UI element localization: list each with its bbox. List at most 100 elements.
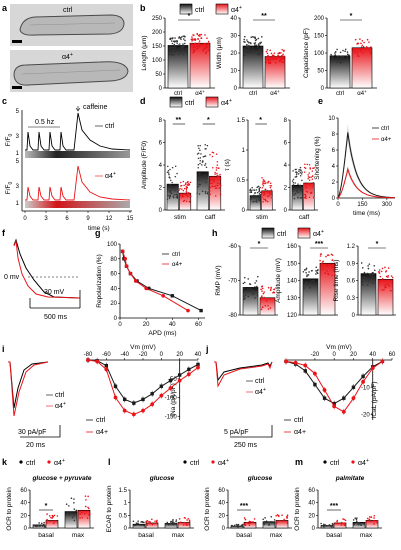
b2-point-1-21: [356, 42, 359, 45]
b1-point-0-44: [248, 45, 250, 48]
m3-point-1-1-6: [368, 518, 371, 521]
d0-point-1-1-7: [216, 182, 219, 185]
m2-point-0-1-13: [244, 523, 246, 526]
g-xtick-label-2: 40: [169, 322, 176, 328]
b1-point-0-39: [244, 41, 246, 43]
h1-point-1-27: [324, 272, 327, 274]
d0-point-1-1-28: [219, 177, 221, 179]
b1-point-0-50: [255, 38, 258, 41]
d1-point-0-1-11: [262, 182, 265, 185]
svg-text:F/F0: F/F0: [5, 134, 14, 147]
d1-point-0-1-39: [264, 188, 267, 191]
d2-point-0-0-32: [301, 189, 304, 192]
m3-point-1-1-5: [368, 520, 371, 522]
b1-bar-0: [242, 45, 264, 89]
m2-xtick-1: max: [270, 532, 283, 539]
d2-point-0-1-19: [308, 196, 311, 199]
m3-point-1-1-2: [376, 521, 378, 524]
d1-point-0-1-40: [265, 199, 267, 202]
d0-point-0-0-30: [166, 198, 169, 200]
b0-ytick-label-2: 100: [152, 58, 163, 64]
m2-point-0-1-12: [244, 518, 247, 521]
d2-point-0-0-31: [299, 175, 302, 177]
legend-h: ctrl α4+: [261, 227, 324, 239]
g-point-0-7: [199, 308, 203, 313]
d2-point-0-0-36: [295, 175, 298, 177]
i-point-1-11: [186, 372, 191, 377]
d0-point-0-0-33: [172, 195, 175, 197]
h0-point-0-17: [250, 289, 253, 292]
j-point-1-0: [284, 359, 288, 364]
m3-point-1-1-8: [370, 516, 373, 518]
b0-point-1-35: [195, 45, 198, 48]
b1-point-0-51: [243, 35, 246, 38]
c-xtick-label-1: 3: [44, 216, 48, 222]
d0-point-0-1-28: [182, 200, 185, 202]
m3-point-1-1-9: [365, 521, 368, 523]
h2-point-1-22: [388, 285, 390, 287]
h0-point-1-13: [270, 288, 272, 290]
micrograph-a4: α4+: [10, 50, 133, 92]
m2-ytick-label-3: 60: [218, 488, 225, 494]
h0-point-0-13: [243, 281, 246, 284]
b2-ytick-label-1: 50: [317, 69, 324, 75]
d0-point-1-0-37: [200, 153, 202, 155]
m1-point-1-0-1: [168, 523, 170, 526]
h0-point-1-25: [269, 289, 272, 292]
d0-point-1-0-39: [205, 148, 207, 150]
j-point-1-7: [351, 396, 356, 401]
h1-point-0-10: [302, 270, 305, 273]
panel-label-k: k: [2, 457, 8, 467]
e-ytick-label-0: 0: [332, 196, 336, 202]
b0-point-0-21: [172, 46, 174, 49]
m1-point-1-0-3: [171, 521, 174, 524]
d2-point-0-0-19: [295, 171, 297, 173]
b0-point-0-0: [176, 42, 178, 44]
d0-point-0-1-44: [185, 187, 188, 190]
i-legend-ctrl: ctrl: [96, 417, 106, 424]
m2-point-1-1-7: [279, 519, 281, 522]
b2-xtick-ctrl: ctrl: [336, 91, 344, 97]
g-point-0-6: [170, 294, 175, 298]
d0-point-1-1-9: [216, 164, 219, 166]
d2-xtick-0: caff: [299, 214, 310, 221]
d0-point-1-0-13: [196, 192, 198, 194]
svg-text:3: 3: [16, 134, 20, 140]
m1-point-1-0-2: [169, 522, 172, 525]
h2-point-0-18: [363, 271, 366, 274]
b2-point-0-26: [332, 59, 334, 61]
h0-point-1-7: [264, 304, 267, 307]
i-ylabel: INa (pA/pF): [170, 383, 177, 417]
panel-label-g: g: [95, 228, 101, 238]
b0-point-0-25: [180, 46, 182, 49]
b1-point-1-30: [278, 56, 280, 59]
b0-point-1-20: [200, 37, 202, 40]
b1-point-1-53: [281, 58, 284, 61]
i-point-0-2: [104, 363, 109, 368]
b1-point-1-59: [270, 52, 273, 55]
j-point-1-4: [322, 388, 327, 392]
d0-point-1-0-42: [198, 183, 200, 185]
g-ytick-label-5: 100: [107, 242, 118, 248]
d1-point-0-0-41: [253, 194, 255, 197]
m3-ytick-label-2: 40: [308, 501, 315, 507]
d2-point-0-0-16: [300, 169, 302, 172]
d1-point-0-0-44: [249, 189, 251, 191]
h2-point-1-9: [384, 266, 386, 269]
g-ytick-label-2: 40: [110, 286, 117, 292]
d0-point-1-0-26: [197, 145, 199, 147]
h2-point-1-6: [390, 289, 392, 292]
h2-point-0-26: [361, 277, 364, 279]
d2-point-0-0-28: [294, 176, 297, 178]
d0-point-1-0-10: [202, 155, 205, 158]
d1-point-0-1-18: [269, 182, 272, 185]
j-point-1-9: [370, 366, 375, 371]
m1-point-1-0-5: [175, 519, 178, 521]
m1-point-1-0-7: [172, 519, 174, 521]
g-xtick-label-1: 20: [143, 322, 150, 328]
d1-point-0-0-32: [253, 200, 255, 203]
b0-point-1-55: [193, 43, 196, 45]
b0-bar-1: [189, 42, 211, 89]
b2-ytick-label-3: 150: [314, 34, 325, 40]
